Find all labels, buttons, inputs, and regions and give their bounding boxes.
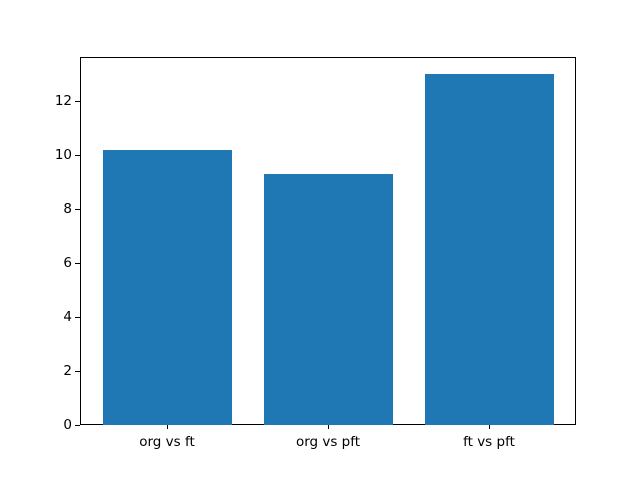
y-tick-label: 4 — [63, 309, 72, 325]
bar-org-vs-ft — [103, 150, 232, 425]
y-tick-mark — [75, 155, 80, 156]
y-tick-label: 12 — [54, 93, 72, 109]
x-tick-mark — [489, 425, 490, 429]
y-tick-mark — [75, 371, 80, 372]
y-tick-label: 2 — [63, 363, 72, 379]
y-tick-mark — [75, 209, 80, 210]
y-tick-mark — [75, 425, 80, 426]
y-tick-mark — [75, 263, 80, 264]
y-tick-mark — [75, 101, 80, 102]
y-tick-label: 0 — [63, 417, 72, 433]
x-tick-label-org-vs-ft: org vs ft — [139, 434, 195, 450]
bar-ft-vs-pft — [425, 74, 554, 425]
y-tick-label: 8 — [63, 201, 72, 217]
y-tick-mark — [75, 317, 80, 318]
y-tick-label: 6 — [63, 255, 72, 271]
x-tick-mark — [328, 425, 329, 429]
y-tick-label: 10 — [54, 147, 72, 163]
x-tick-mark — [167, 425, 168, 429]
x-tick-label-org-vs-pft: org vs pft — [295, 434, 361, 450]
bar-org-vs-pft — [264, 174, 393, 425]
x-tick-label-ft-vs-pft: ft vs pft — [463, 434, 515, 450]
